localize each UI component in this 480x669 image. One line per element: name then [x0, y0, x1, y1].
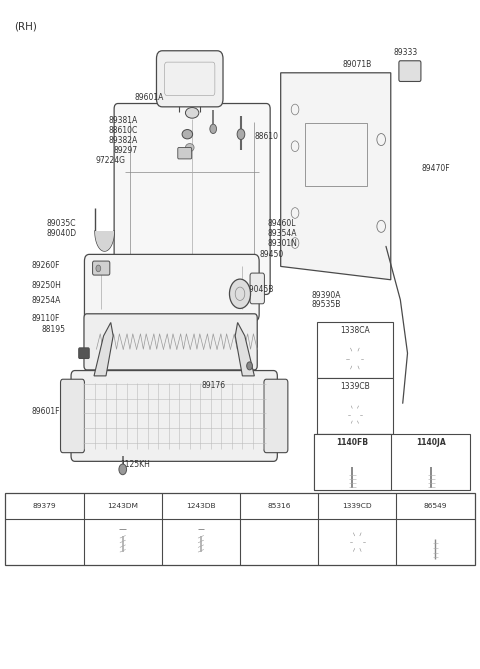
- FancyBboxPatch shape: [84, 314, 257, 370]
- Text: 1140JA: 1140JA: [417, 438, 446, 447]
- Circle shape: [348, 405, 362, 425]
- Circle shape: [96, 265, 101, 272]
- Text: 1339CB: 1339CB: [340, 382, 370, 391]
- Circle shape: [275, 536, 283, 548]
- Bar: [5, 494, 475, 565]
- Circle shape: [119, 464, 127, 475]
- Text: 1125KH: 1125KH: [120, 460, 150, 469]
- Text: 89040D: 89040D: [46, 229, 76, 237]
- Polygon shape: [95, 231, 114, 251]
- Circle shape: [269, 529, 288, 555]
- Text: 89450: 89450: [259, 250, 283, 259]
- Circle shape: [196, 522, 206, 536]
- Text: 89071B: 89071B: [342, 60, 372, 70]
- Text: 89379: 89379: [33, 503, 56, 509]
- FancyBboxPatch shape: [399, 61, 421, 82]
- Circle shape: [247, 362, 252, 370]
- FancyBboxPatch shape: [250, 273, 264, 304]
- Circle shape: [426, 451, 437, 467]
- Text: 89390A: 89390A: [312, 290, 341, 300]
- Text: 88610C: 88610C: [109, 126, 138, 134]
- Text: 89250H: 89250H: [32, 281, 61, 290]
- Text: 88195: 88195: [41, 324, 65, 334]
- Polygon shape: [235, 322, 254, 376]
- Bar: [314, 434, 391, 490]
- Text: 89535B: 89535B: [312, 300, 341, 309]
- FancyBboxPatch shape: [93, 261, 110, 275]
- Circle shape: [229, 279, 251, 308]
- Circle shape: [349, 531, 365, 553]
- FancyBboxPatch shape: [60, 379, 84, 453]
- Text: 89297: 89297: [114, 147, 138, 155]
- Text: 1339CD: 1339CD: [342, 503, 372, 509]
- Bar: [317, 322, 393, 378]
- Text: 89601A: 89601A: [134, 93, 163, 102]
- Polygon shape: [35, 520, 54, 534]
- Ellipse shape: [182, 130, 192, 139]
- Circle shape: [432, 529, 439, 539]
- Text: 1338CA: 1338CA: [340, 326, 370, 335]
- FancyBboxPatch shape: [178, 148, 192, 159]
- FancyBboxPatch shape: [79, 348, 89, 359]
- Circle shape: [40, 536, 49, 548]
- Text: 89382A: 89382A: [109, 136, 138, 145]
- Circle shape: [35, 529, 54, 555]
- Text: 89601F: 89601F: [32, 407, 60, 415]
- Polygon shape: [281, 73, 391, 280]
- FancyBboxPatch shape: [156, 51, 223, 107]
- Text: 89470F: 89470F: [422, 165, 451, 173]
- Circle shape: [210, 124, 216, 134]
- Text: 97224G: 97224G: [95, 157, 125, 165]
- FancyBboxPatch shape: [264, 379, 288, 453]
- Text: 1243DB: 1243DB: [186, 503, 216, 509]
- Text: 89460L: 89460L: [268, 219, 296, 227]
- Polygon shape: [269, 520, 288, 534]
- Bar: [317, 378, 393, 434]
- Text: 89035C: 89035C: [46, 219, 76, 227]
- Text: (RH): (RH): [14, 21, 37, 31]
- Text: 1243DM: 1243DM: [107, 503, 138, 509]
- Text: 89110F: 89110F: [32, 314, 60, 323]
- Text: 89176: 89176: [202, 381, 226, 390]
- Bar: [314, 434, 470, 490]
- Circle shape: [237, 129, 245, 140]
- Bar: [305, 123, 367, 186]
- Text: 85316: 85316: [267, 503, 291, 509]
- Text: 89381A: 89381A: [109, 116, 138, 124]
- Text: 1140FB: 1140FB: [336, 438, 369, 447]
- FancyBboxPatch shape: [114, 104, 270, 294]
- Text: 89260F: 89260F: [32, 260, 60, 270]
- FancyBboxPatch shape: [84, 254, 259, 321]
- Text: 86549: 86549: [424, 503, 447, 509]
- Text: 89354A: 89354A: [268, 229, 297, 237]
- Circle shape: [346, 347, 363, 371]
- Ellipse shape: [185, 144, 194, 152]
- Text: 88610: 88610: [254, 132, 278, 140]
- Circle shape: [347, 451, 358, 467]
- Text: 89045B: 89045B: [245, 284, 274, 294]
- Text: 89254A: 89254A: [32, 296, 61, 305]
- Circle shape: [118, 522, 128, 536]
- FancyBboxPatch shape: [71, 371, 277, 462]
- Text: 89301N: 89301N: [268, 239, 298, 248]
- Text: 89333: 89333: [393, 48, 418, 58]
- Polygon shape: [94, 322, 113, 376]
- Ellipse shape: [185, 108, 199, 118]
